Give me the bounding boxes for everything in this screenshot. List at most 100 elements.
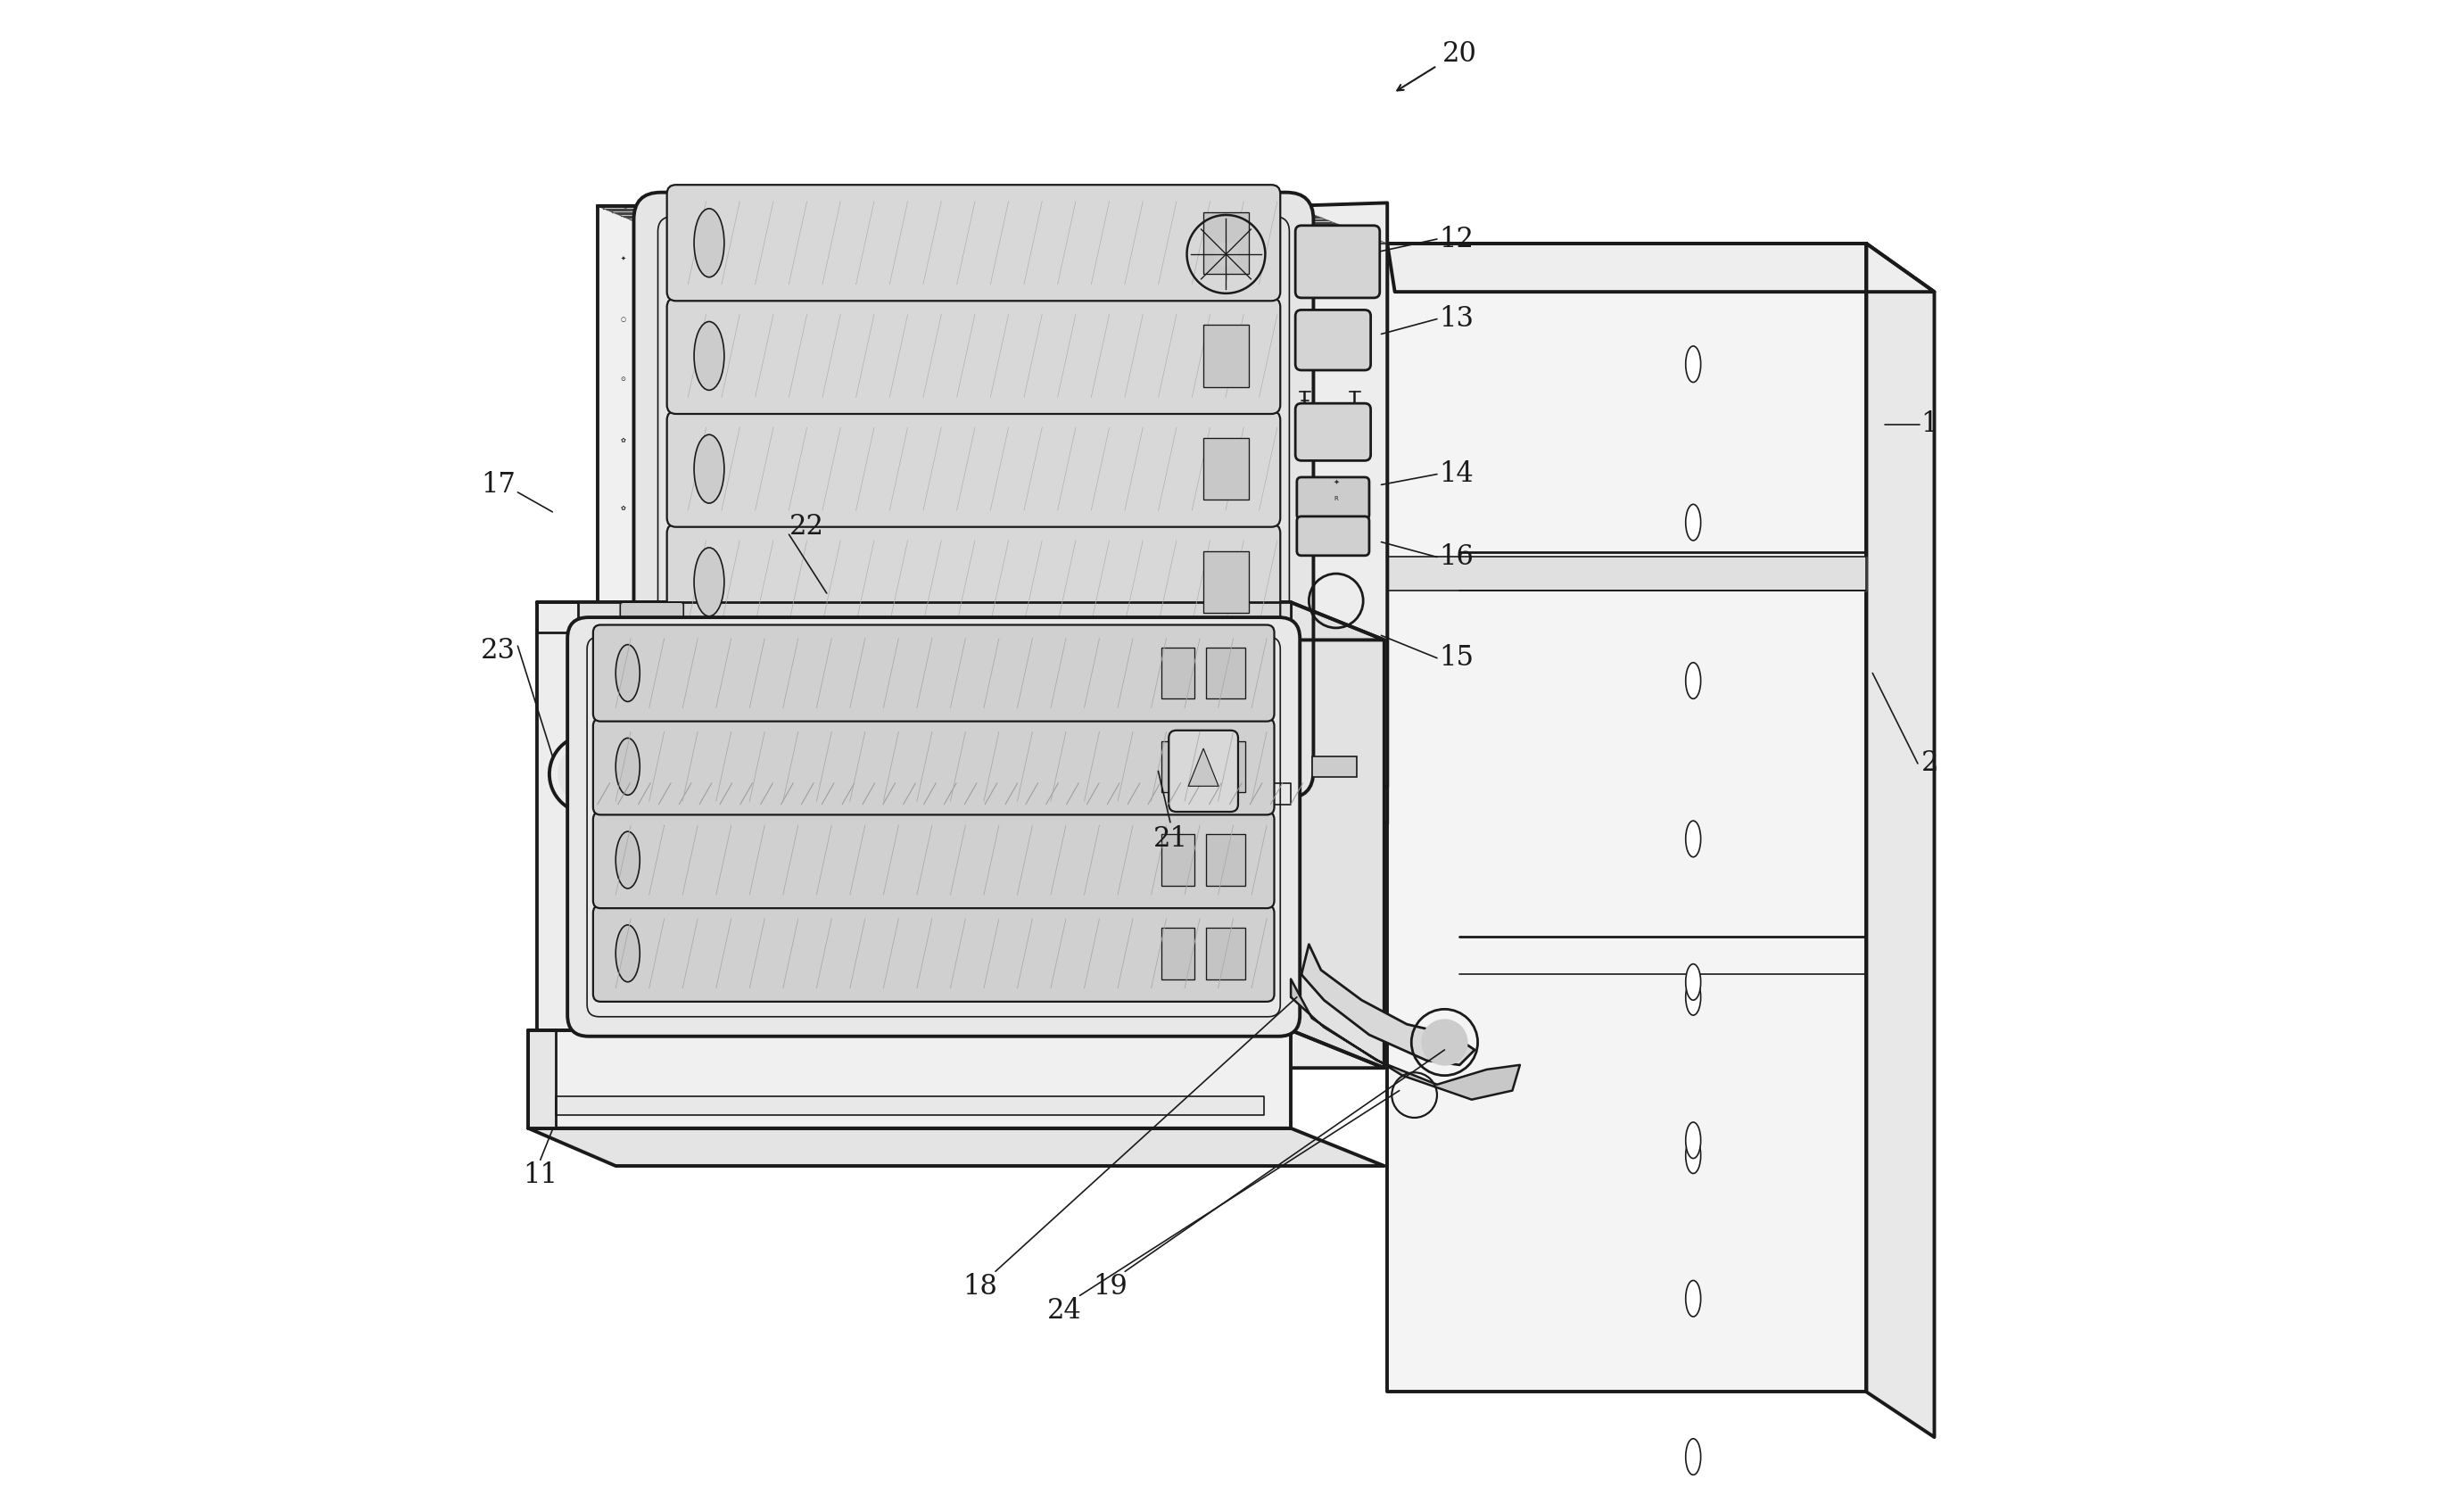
Polygon shape <box>529 1128 1384 1166</box>
Text: 22: 22 <box>790 513 824 541</box>
Ellipse shape <box>617 644 641 702</box>
Polygon shape <box>1301 945 1474 1064</box>
Bar <box>1162 928 1194 980</box>
Ellipse shape <box>1686 965 1701 999</box>
Ellipse shape <box>695 209 724 277</box>
Bar <box>1206 928 1245 980</box>
Text: 23: 23 <box>480 637 517 664</box>
Ellipse shape <box>695 547 724 617</box>
Ellipse shape <box>1686 505 1701 540</box>
Bar <box>1162 741 1194 792</box>
Bar <box>1311 756 1357 777</box>
Polygon shape <box>1189 748 1218 786</box>
Bar <box>1204 664 1248 726</box>
Circle shape <box>1421 1019 1467 1064</box>
Bar <box>1206 741 1245 792</box>
Ellipse shape <box>695 322 724 390</box>
Circle shape <box>1214 242 1238 266</box>
Text: ⊙: ⊙ <box>621 376 626 383</box>
Text: 13: 13 <box>1440 305 1474 333</box>
Text: ✿: ✿ <box>621 437 626 442</box>
Polygon shape <box>536 602 1292 1030</box>
FancyBboxPatch shape <box>592 812 1275 909</box>
FancyBboxPatch shape <box>668 184 1279 301</box>
FancyBboxPatch shape <box>668 411 1279 526</box>
Polygon shape <box>1292 206 1387 824</box>
FancyBboxPatch shape <box>1296 310 1370 370</box>
Polygon shape <box>597 206 653 786</box>
Polygon shape <box>1292 602 1384 1067</box>
FancyBboxPatch shape <box>668 298 1279 414</box>
Text: 19: 19 <box>1092 1273 1128 1300</box>
Text: 12: 12 <box>1440 225 1474 253</box>
FancyBboxPatch shape <box>668 525 1279 640</box>
FancyBboxPatch shape <box>1296 478 1370 520</box>
Bar <box>1204 438 1248 500</box>
Bar <box>1204 212 1248 274</box>
Text: ○: ○ <box>621 316 626 322</box>
Ellipse shape <box>695 661 724 729</box>
Ellipse shape <box>1686 821 1701 857</box>
Bar <box>1206 647 1245 699</box>
Text: 16: 16 <box>1440 543 1474 572</box>
Polygon shape <box>529 1030 1384 1067</box>
Text: 2: 2 <box>1920 750 1937 777</box>
FancyBboxPatch shape <box>592 624 1275 721</box>
Ellipse shape <box>1686 1281 1701 1317</box>
Polygon shape <box>597 206 1387 243</box>
FancyBboxPatch shape <box>568 617 1299 1036</box>
Polygon shape <box>536 602 578 1030</box>
Text: ✦: ✦ <box>1333 478 1340 485</box>
Bar <box>1204 550 1248 612</box>
Text: 21: 21 <box>1153 826 1187 853</box>
Text: 15: 15 <box>1440 644 1474 671</box>
Bar <box>1204 325 1248 387</box>
Bar <box>1162 647 1194 699</box>
Ellipse shape <box>1686 1439 1701 1474</box>
FancyBboxPatch shape <box>1296 225 1379 298</box>
Bar <box>1206 835 1245 886</box>
Polygon shape <box>597 206 1292 786</box>
Polygon shape <box>529 1030 1292 1128</box>
Polygon shape <box>1292 980 1521 1099</box>
Text: 20: 20 <box>1443 39 1477 68</box>
Text: ✦: ✦ <box>621 256 626 262</box>
Polygon shape <box>1867 243 1935 1438</box>
Ellipse shape <box>1686 1122 1701 1158</box>
Text: 1: 1 <box>1920 411 1937 438</box>
Polygon shape <box>1387 243 1935 292</box>
Polygon shape <box>536 602 1292 632</box>
Bar <box>1162 835 1194 886</box>
Text: 14: 14 <box>1440 460 1474 488</box>
Polygon shape <box>556 1096 1265 1114</box>
Text: 11: 11 <box>524 1161 558 1188</box>
Ellipse shape <box>1686 980 1701 1015</box>
FancyBboxPatch shape <box>592 906 1275 1001</box>
Polygon shape <box>597 783 1292 804</box>
Text: 18: 18 <box>963 1273 997 1300</box>
Ellipse shape <box>1686 662 1701 699</box>
Ellipse shape <box>617 925 641 981</box>
Text: 24: 24 <box>1048 1297 1082 1325</box>
Polygon shape <box>1387 556 1867 590</box>
FancyBboxPatch shape <box>1170 730 1238 812</box>
Ellipse shape <box>695 434 724 503</box>
Ellipse shape <box>1686 1137 1701 1173</box>
Ellipse shape <box>617 738 641 795</box>
FancyBboxPatch shape <box>1296 517 1370 555</box>
FancyBboxPatch shape <box>668 637 1279 753</box>
Ellipse shape <box>1686 346 1701 383</box>
Ellipse shape <box>617 832 641 889</box>
Text: 17: 17 <box>480 470 517 499</box>
FancyBboxPatch shape <box>592 718 1275 815</box>
Text: R: R <box>1333 496 1338 500</box>
Text: ✿: ✿ <box>621 505 626 510</box>
Polygon shape <box>529 1030 556 1128</box>
Polygon shape <box>1387 243 1867 1393</box>
Polygon shape <box>1292 203 1387 786</box>
Circle shape <box>558 744 619 804</box>
FancyBboxPatch shape <box>1296 404 1370 461</box>
FancyBboxPatch shape <box>634 192 1314 798</box>
Polygon shape <box>536 602 1384 640</box>
FancyBboxPatch shape <box>619 602 682 629</box>
